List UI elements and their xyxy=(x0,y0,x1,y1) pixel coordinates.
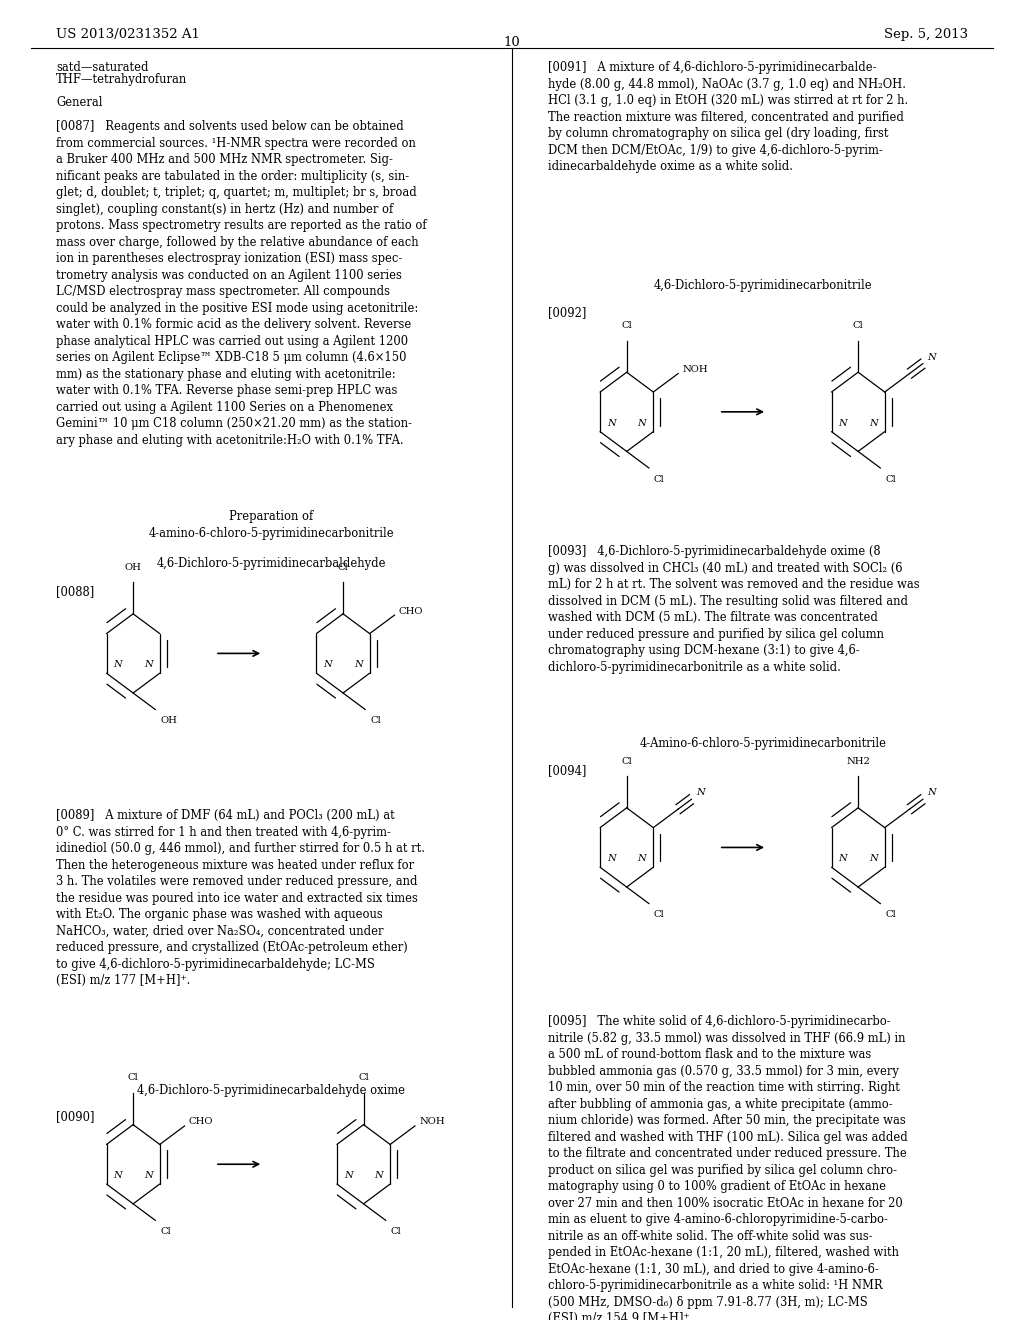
Text: Sep. 5, 2013: Sep. 5, 2013 xyxy=(884,28,968,41)
Text: CHO: CHO xyxy=(188,1118,213,1126)
Text: General: General xyxy=(56,96,102,110)
Text: [0089]   A mixture of DMF (64 mL) and POCl₃ (200 mL) at
0° C. was stirred for 1 : [0089] A mixture of DMF (64 mL) and POCl… xyxy=(56,809,425,987)
Text: US 2013/0231352 A1: US 2013/0231352 A1 xyxy=(56,28,201,41)
Text: N: N xyxy=(374,1171,383,1180)
Text: [0095]   The white solid of 4,6-dichloro-5-pyrimidinecarbo-
nitrile (5.82 g, 33.: [0095] The white solid of 4,6-dichloro-5… xyxy=(548,1015,907,1320)
Text: Cl: Cl xyxy=(622,756,632,766)
Text: Cl: Cl xyxy=(654,475,665,483)
Text: THF—tetrahydrofuran: THF—tetrahydrofuran xyxy=(56,73,187,86)
Text: CHO: CHO xyxy=(398,607,423,615)
Text: N: N xyxy=(868,854,878,863)
Text: [0091]   A mixture of 4,6-dichloro-5-pyrimidinecarbalde-
hyde (8.00 g, 44.8 mmol: [0091] A mixture of 4,6-dichloro-5-pyrim… xyxy=(548,61,908,173)
Text: N: N xyxy=(114,1171,123,1180)
Text: [0092]: [0092] xyxy=(548,306,586,319)
Text: [0088]: [0088] xyxy=(56,585,94,598)
Text: 4-Amino-6-chloro-5-pyrimidinecarbonitrile: 4-Amino-6-chloro-5-pyrimidinecarbonitril… xyxy=(639,737,887,750)
Text: N: N xyxy=(696,788,705,797)
Text: N: N xyxy=(344,1171,353,1180)
Text: Cl: Cl xyxy=(853,321,863,330)
Text: Cl: Cl xyxy=(128,1073,138,1082)
Text: OH: OH xyxy=(125,562,141,572)
Text: N: N xyxy=(607,418,616,428)
Text: [0087]   Reagents and solvents used below can be obtained
from commercial source: [0087] Reagents and solvents used below … xyxy=(56,120,427,446)
Text: Cl: Cl xyxy=(338,562,348,572)
Text: N: N xyxy=(839,854,848,863)
Text: Cl: Cl xyxy=(161,1228,171,1236)
Text: NH2: NH2 xyxy=(846,756,870,766)
Text: NOH: NOH xyxy=(419,1118,444,1126)
Text: Cl: Cl xyxy=(886,911,896,919)
Text: N: N xyxy=(607,854,616,863)
Text: N: N xyxy=(353,660,362,669)
Text: 10: 10 xyxy=(504,36,520,49)
Text: N: N xyxy=(637,854,646,863)
Text: 4,6-Dichloro-5-pyrimidinecarbaldehyde: 4,6-Dichloro-5-pyrimidinecarbaldehyde xyxy=(157,557,386,570)
Text: NOH: NOH xyxy=(682,366,708,374)
Text: N: N xyxy=(143,660,153,669)
Text: Cl: Cl xyxy=(371,715,381,725)
Text: Cl: Cl xyxy=(622,321,632,330)
Text: Cl: Cl xyxy=(886,475,896,483)
Text: Preparation of
4-amino-6-chloro-5-pyrimidinecarbonitrile: Preparation of 4-amino-6-chloro-5-pyrimi… xyxy=(148,510,394,540)
Text: [0090]: [0090] xyxy=(56,1110,95,1123)
Text: N: N xyxy=(868,418,878,428)
Text: N: N xyxy=(839,418,848,428)
Text: N: N xyxy=(637,418,646,428)
Text: OH: OH xyxy=(161,715,177,725)
Text: satd—saturated: satd—saturated xyxy=(56,61,148,74)
Text: N: N xyxy=(928,352,936,362)
Text: [0093]   4,6-Dichloro-5-pyrimidinecarbaldehyde oxime (8
g) was dissolved in CHCl: [0093] 4,6-Dichloro-5-pyrimidinecarbalde… xyxy=(548,545,920,673)
Text: 4,6-Dichloro-5-pyrimidinecarbaldehyde oxime: 4,6-Dichloro-5-pyrimidinecarbaldehyde ox… xyxy=(137,1084,406,1097)
Text: N: N xyxy=(143,1171,153,1180)
Text: N: N xyxy=(114,660,123,669)
Text: [0094]: [0094] xyxy=(548,764,586,777)
Text: N: N xyxy=(928,788,936,797)
Text: 4,6-Dichloro-5-pyrimidinecarbonitrile: 4,6-Dichloro-5-pyrimidinecarbonitrile xyxy=(653,279,872,292)
Text: Cl: Cl xyxy=(391,1228,401,1236)
Text: Cl: Cl xyxy=(654,911,665,919)
Text: Cl: Cl xyxy=(358,1073,369,1082)
Text: N: N xyxy=(324,660,333,669)
